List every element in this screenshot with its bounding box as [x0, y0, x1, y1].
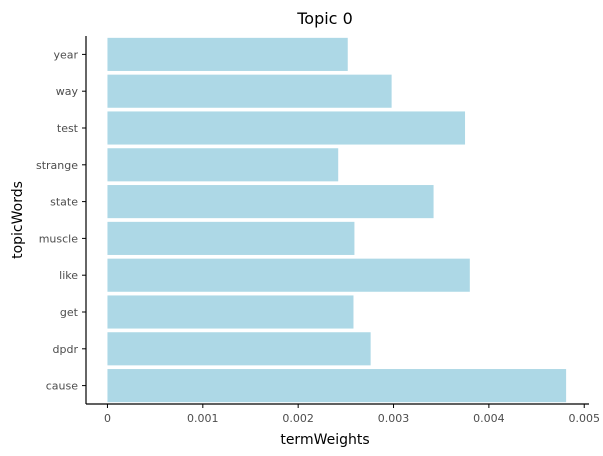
bar-muscle — [107, 221, 355, 255]
x-axis-title: termWeights — [280, 432, 369, 448]
y-axis-title: topicWords — [10, 181, 26, 259]
x-tick-label: 0.003 — [378, 412, 410, 425]
bar-way — [107, 74, 392, 108]
x-tick-label: 0.004 — [473, 412, 505, 425]
bar-year — [107, 37, 348, 71]
y-tick-label: way — [56, 85, 79, 98]
x-axis: 0 0.001 0.002 0.003 0.004 0.005 — [86, 403, 600, 425]
x-tick-label: 0.002 — [282, 412, 314, 425]
chart-title: Topic 0 — [296, 9, 353, 28]
bar-state — [107, 185, 434, 219]
y-tick-label: get — [60, 306, 79, 319]
y-tick-label: state — [50, 196, 78, 209]
y-tick-label: muscle — [39, 232, 79, 245]
bars-group — [107, 37, 567, 403]
y-tick-label: like — [59, 269, 78, 282]
bar-like — [107, 258, 470, 292]
y-tick-label: year — [53, 48, 78, 61]
bar-cause — [107, 369, 567, 403]
x-tick-label: 0.001 — [187, 412, 219, 425]
y-tick-label: test — [57, 122, 79, 135]
x-tick-label: 0 — [104, 412, 111, 425]
y-tick-label: strange — [36, 159, 78, 172]
bar-dpdr — [107, 332, 371, 366]
y-axis: year way test strange state muscle like get dpdr… — [36, 36, 87, 404]
y-tick-label: cause — [46, 380, 78, 393]
bar-strange — [107, 148, 339, 182]
bar-test — [107, 111, 466, 145]
x-tick-label: 0.005 — [568, 412, 600, 425]
bar-get — [107, 295, 354, 329]
y-tick-label: dpdr — [53, 343, 79, 356]
